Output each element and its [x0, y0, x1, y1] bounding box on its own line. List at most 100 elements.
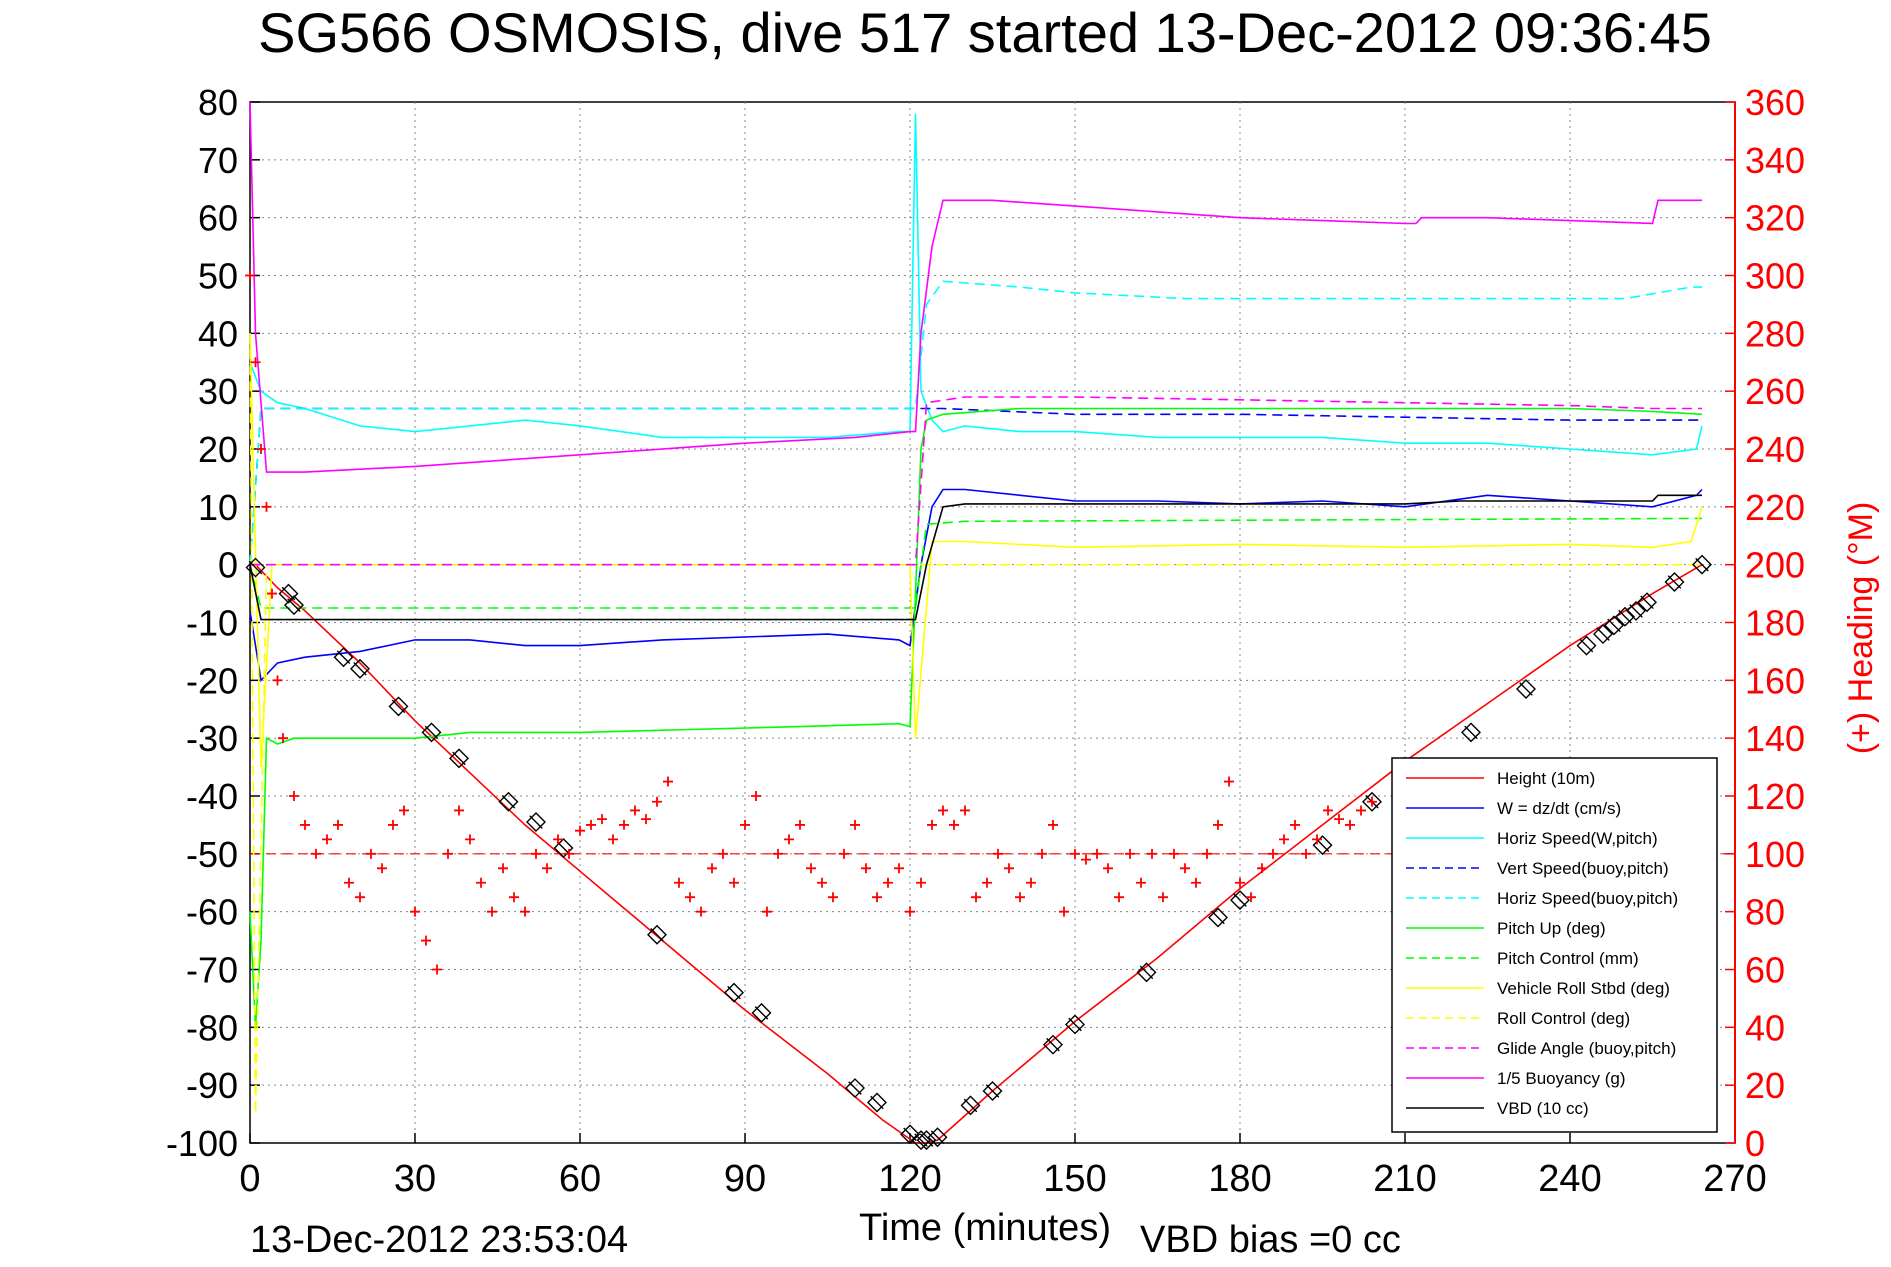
heading-point — [641, 814, 651, 825]
y-tick-label: -60 — [186, 892, 238, 933]
y-tick-label: 60 — [198, 198, 238, 239]
y2-tick-label: 140 — [1745, 718, 1805, 759]
heading-point — [960, 805, 970, 816]
y2-tick-label: 360 — [1745, 82, 1805, 123]
x-tick-label: 240 — [1538, 1158, 1601, 1200]
series-line-3 — [249, 407, 1702, 565]
heading-point — [1191, 877, 1201, 888]
height-marker — [1461, 722, 1481, 743]
x-tick-label: 180 — [1208, 1158, 1271, 1200]
legend-label: W = dz/dt (cm/s) — [1497, 799, 1621, 818]
heading-point — [333, 819, 343, 830]
height-marker — [388, 696, 409, 717]
x-tick-label: 0 — [239, 1158, 260, 1200]
x-axis-label: Time (minutes) — [859, 1207, 1111, 1249]
heading-point — [674, 877, 684, 888]
heading-point — [1312, 834, 1322, 845]
heading-point — [630, 805, 640, 816]
x-tick-label: 270 — [1703, 1158, 1766, 1200]
legend-label: Glide Angle (buoy,pitch) — [1497, 1039, 1676, 1058]
heading-point — [1169, 848, 1179, 859]
y-tick-label: 70 — [198, 140, 238, 181]
height-marker — [526, 812, 546, 833]
heading-point — [762, 906, 772, 917]
series-line-2 — [249, 113, 1703, 456]
heading-point — [1136, 877, 1146, 888]
legend: Height (10m) W = dz/dt (cm/s) Horiz Speed(… — [1391, 757, 1718, 1133]
x-tick-label: 150 — [1043, 1158, 1106, 1200]
legend-label: VBD (10 cc) — [1497, 1099, 1589, 1118]
height-marker — [350, 658, 370, 679]
heading-point — [927, 819, 937, 830]
heading-point — [245, 270, 255, 281]
x-tick-label: 120 — [878, 1158, 941, 1200]
heading-point — [740, 819, 750, 830]
legend-box — [1391, 757, 1718, 1133]
height-marker — [845, 1078, 865, 1099]
heading-point — [1015, 892, 1025, 903]
heading-point — [256, 444, 266, 454]
heading-point — [498, 863, 508, 874]
heading-point — [272, 675, 283, 686]
heading-point — [1235, 877, 1245, 888]
height-marker — [1065, 1014, 1085, 1035]
heading-point — [289, 791, 299, 801]
y2-tick-label: 300 — [1745, 256, 1805, 297]
height-marker — [1637, 592, 1657, 613]
heading-point — [982, 877, 992, 888]
heading-point — [509, 892, 519, 903]
heading-point — [575, 825, 585, 836]
heading-point — [718, 848, 728, 859]
heading-point — [608, 834, 618, 845]
height-marker — [1576, 635, 1597, 656]
heading-point — [619, 819, 629, 830]
heading-point — [949, 819, 959, 830]
footer-vbd-bias: VBD bias =0 cc — [1140, 1219, 1401, 1261]
y-tick-label: 0 — [218, 545, 238, 586]
y-tick-label: 80 — [198, 82, 238, 123]
heading-point — [399, 805, 409, 816]
heading-point — [1246, 892, 1256, 903]
height-marker — [1043, 1034, 1063, 1055]
heading-point — [1158, 892, 1168, 903]
height-marker — [333, 647, 354, 668]
heading-point — [421, 935, 431, 946]
x-tick-label: 30 — [394, 1158, 436, 1200]
heading-point — [586, 819, 596, 830]
height-marker — [867, 1092, 887, 1113]
heading-point — [564, 848, 574, 859]
heading-point — [861, 863, 871, 874]
y-tick-label: 10 — [198, 487, 238, 528]
height-marker — [498, 791, 519, 812]
heading-point — [553, 834, 563, 845]
legend-label: Pitch Control (mm) — [1497, 949, 1639, 968]
y2-tick-label: 80 — [1745, 892, 1785, 933]
heading-point — [250, 357, 261, 368]
heading-point — [905, 906, 915, 917]
height-marker — [724, 982, 744, 1003]
heading-point — [1081, 854, 1091, 865]
heading-point — [410, 906, 420, 917]
heading-point — [261, 501, 272, 512]
y2-tick-label: 160 — [1745, 660, 1805, 701]
heading-point — [707, 863, 717, 874]
y-tick-label: -20 — [186, 660, 238, 701]
heading-point — [432, 964, 442, 975]
heading-point — [1257, 863, 1267, 874]
heading-point — [1367, 796, 1377, 807]
heading-point — [839, 848, 849, 859]
heading-point — [1070, 848, 1080, 859]
height-marker — [911, 1130, 931, 1151]
y-tick-label: -50 — [186, 834, 238, 875]
y2-tick-label: 60 — [1745, 950, 1785, 991]
series-line-9 — [250, 396, 1702, 566]
heading-point — [663, 776, 673, 787]
y-tick-label: -100 — [166, 1123, 238, 1164]
heading-point — [454, 805, 464, 816]
heading-point — [1213, 819, 1223, 830]
legend-label: Height (10m) — [1497, 769, 1595, 788]
heading-point — [1224, 776, 1234, 787]
heading-point — [1092, 848, 1102, 859]
heading-point — [696, 906, 706, 917]
height-marker — [553, 838, 574, 859]
